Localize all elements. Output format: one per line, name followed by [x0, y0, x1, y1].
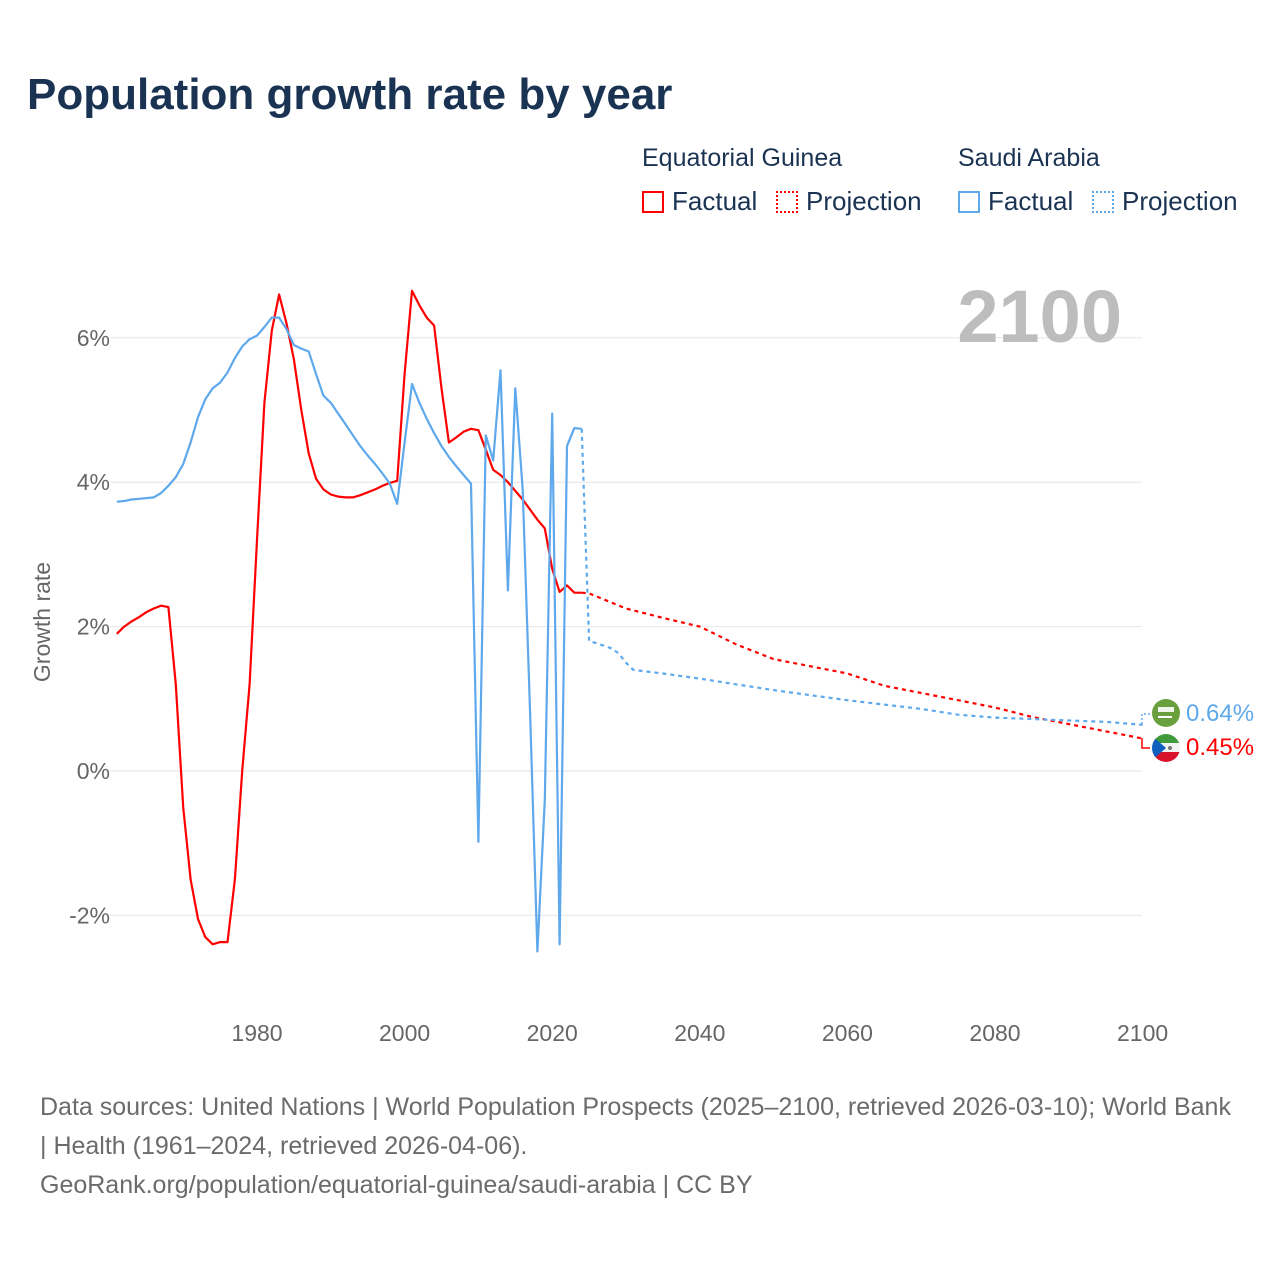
- x-tick-label: 2060: [822, 1020, 873, 1046]
- eq-guinea-end-connector: [1141, 738, 1150, 749]
- x-tick-label: 1980: [231, 1020, 282, 1046]
- legend-saudi-projection[interactable]: Projection: [1092, 186, 1238, 217]
- y-axis-label: Growth rate: [29, 562, 55, 682]
- x-tick-label: 2100: [1117, 1020, 1168, 1046]
- y-tick-label: 0%: [77, 758, 110, 784]
- equatorial-guinea-projection-line: [581, 591, 1143, 740]
- saudi-arabia-projection-line: [580, 428, 1143, 726]
- x-tick-label: 2080: [969, 1020, 1020, 1046]
- legend-swatch-solid: [642, 190, 664, 213]
- legend-label: Factual: [672, 186, 758, 216]
- legend-label: Projection: [806, 186, 922, 216]
- x-tick-label: 2020: [527, 1020, 578, 1046]
- legend-eq-guinea-projection[interactable]: Projection: [776, 186, 922, 217]
- y-tick-label: 6%: [77, 325, 110, 351]
- data-sources: Data sources: United Nations | World Pop…: [40, 1093, 1231, 1160]
- legend-group-saudi-arabia: Saudi Arabia: [958, 144, 1100, 172]
- legend-label: Projection: [1122, 186, 1238, 216]
- legend-swatch-dotted: [776, 190, 798, 213]
- saudi-end-value: 0.64%: [1186, 700, 1254, 727]
- y-tick-label: -2%: [69, 902, 110, 928]
- equatorial-guinea-factual-line: [116, 289, 582, 946]
- x-tick-label: 2000: [379, 1020, 430, 1046]
- saudi-arabia-flag-icon: [1152, 699, 1180, 727]
- legend-label: Factual: [988, 186, 1074, 216]
- legend-swatch-dotted: [1092, 190, 1114, 213]
- eq-guinea-end-value: 0.45%: [1186, 734, 1254, 761]
- y-tick-label: 4%: [77, 469, 110, 495]
- legend-swatch-solid: [958, 190, 980, 213]
- x-tick-label: 2040: [674, 1020, 725, 1046]
- credit-link[interactable]: GeoRank.org/population/equatorial-guinea…: [40, 1171, 753, 1199]
- legend-eq-guinea-factual[interactable]: Factual: [642, 186, 757, 217]
- legend-group-equatorial-guinea: Equatorial Guinea: [642, 144, 843, 172]
- footer: Data sources: United Nations | World Pop…: [40, 1088, 1240, 1205]
- saudi-arabia-factual-line: [116, 316, 582, 953]
- equatorial-guinea-flag-icon: [1152, 734, 1180, 762]
- chart-title: Population growth rate by year: [27, 70, 673, 119]
- y-tick-label: 2%: [77, 614, 110, 640]
- legend-saudi-factual[interactable]: Factual: [958, 186, 1073, 217]
- saudi-end-connector: [1141, 713, 1150, 724]
- current-year-label: 2100: [957, 275, 1122, 358]
